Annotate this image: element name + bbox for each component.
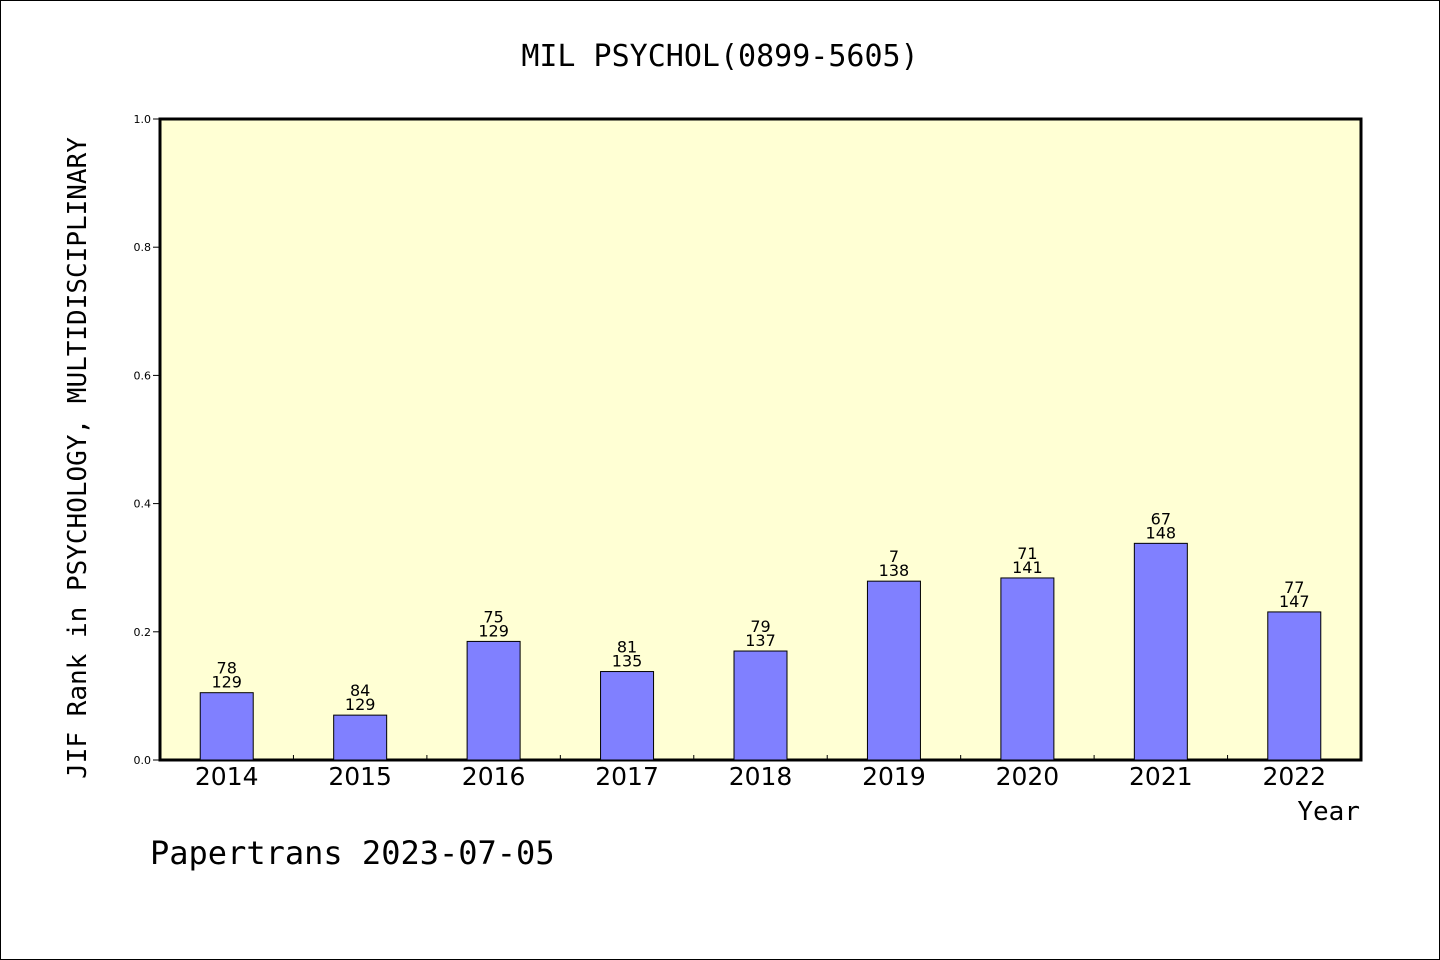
- bar: [333, 714, 388, 761]
- bar-total-label: 137: [745, 631, 776, 650]
- y-tick-label: 0.0: [134, 754, 152, 767]
- x-tick-label: 2016: [462, 762, 526, 791]
- bar-rank-label: 81: [617, 638, 637, 657]
- bar: [1000, 577, 1055, 761]
- bar-rank-label: 71: [1017, 544, 1037, 563]
- bar-rank-label: 75: [483, 607, 503, 626]
- y-tick-label: 0.2: [134, 626, 152, 639]
- x-axis: 2014 2015 2016 2017 2018 2019 2020 2021 2022: [195, 755, 1326, 791]
- bar-rank-label: 67: [1151, 509, 1171, 528]
- y-tick-label: 0.8: [134, 241, 152, 254]
- bar: [866, 580, 921, 761]
- bar-rank-label: 78: [217, 659, 237, 678]
- bar: [199, 692, 254, 761]
- bar-total-label: 129: [211, 673, 242, 692]
- bar-rank-label: 7: [889, 547, 899, 566]
- y-tick-label: 1.0: [134, 113, 152, 126]
- bar-rank-label: 79: [750, 617, 770, 636]
- x-tick-label: 2018: [729, 762, 793, 791]
- x-tick-label: 2019: [862, 762, 926, 791]
- bar: [1267, 611, 1322, 761]
- x-tick-label: 2021: [1129, 762, 1193, 791]
- bar: [733, 650, 788, 761]
- bar-total-label: 138: [879, 561, 910, 580]
- y-axis-label: JIF Rank in PSYCHOLOGY, MULTIDISCIPLINAR…: [63, 137, 93, 779]
- x-axis-label: Year: [1297, 797, 1360, 827]
- bar-rank-label: 77: [1284, 578, 1304, 597]
- x-tick-label: 2014: [195, 762, 259, 791]
- x-tick-label: 2020: [996, 762, 1060, 791]
- bar: [1133, 542, 1188, 761]
- y-tick-label: 0.6: [134, 369, 152, 382]
- bar-total-label: 147: [1279, 592, 1310, 611]
- x-tick-label: 2022: [1262, 762, 1326, 791]
- footer-text: Papertrans 2023-07-05: [150, 834, 555, 872]
- y-axis: 0.0 0.2 0.4 0.6 0.8 1.0: [134, 113, 160, 767]
- bar-total-label: 129: [478, 621, 509, 640]
- bar-total-label: 129: [345, 695, 376, 714]
- bar-series: [199, 542, 1322, 761]
- x-tick-label: 2017: [595, 762, 659, 791]
- chart-title: MIL PSYCHOL(0899-5605): [521, 39, 918, 74]
- y-tick-label: 0.4: [134, 498, 152, 511]
- bar-total-label: 141: [1012, 558, 1043, 577]
- bar-rank-label: 84: [350, 681, 370, 700]
- bar-total-label: 148: [1146, 523, 1177, 542]
- bar: [600, 671, 655, 761]
- x-tick-label: 2015: [328, 762, 392, 791]
- bar-total-label: 135: [612, 652, 643, 671]
- bar: [466, 640, 521, 761]
